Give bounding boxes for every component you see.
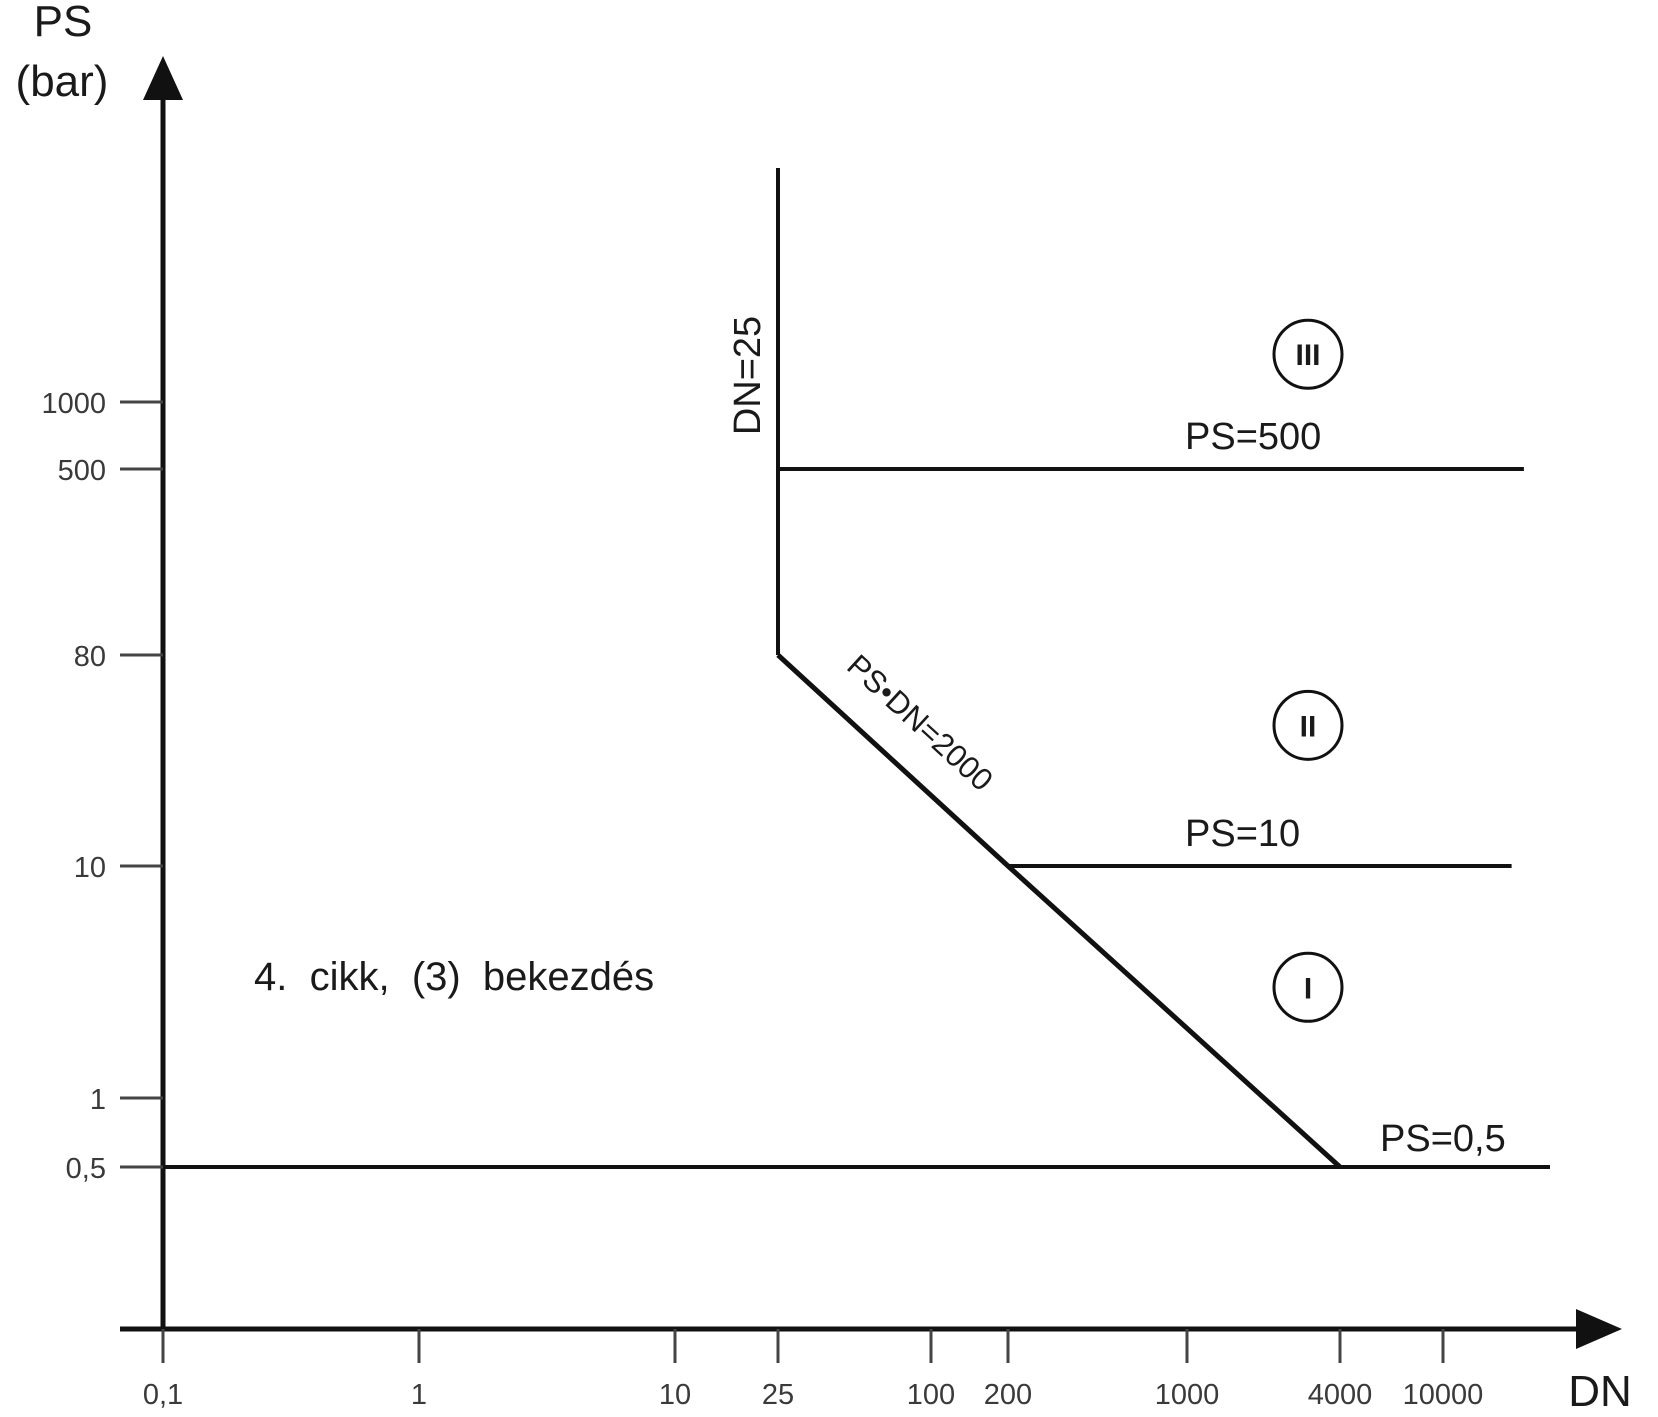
chart-labels: PS (bar) DN 4. cikk, (3) bekezdés bbox=[16, 0, 1632, 1416]
ps05-label: PS=0,5 bbox=[1380, 1118, 1506, 1160]
x-tick-label: 4000 bbox=[1308, 1379, 1373, 1411]
zone-label: I bbox=[1304, 972, 1312, 1005]
y-tick-label: 500 bbox=[58, 455, 106, 487]
zone-circle-icon bbox=[1272, 318, 1344, 390]
x-tick-label: 25 bbox=[762, 1379, 794, 1411]
series-labels: DN=25 PS•DN=2000 PS=500 PS=10 PS=0,5 bbox=[727, 316, 1506, 1160]
zone-label: II bbox=[1300, 710, 1317, 743]
x-axis-arrow-icon bbox=[1576, 1309, 1622, 1349]
y-axis-arrow-icon bbox=[143, 56, 183, 100]
x-tick-label: 200 bbox=[984, 1379, 1032, 1411]
article-note: 4. cikk, (3) bekezdés bbox=[254, 955, 654, 999]
x-tick-label: 100 bbox=[907, 1379, 955, 1411]
y-tick-label: 10 bbox=[74, 852, 106, 884]
category-boundaries bbox=[163, 168, 1550, 1169]
y-axis-title-line2: (bar) bbox=[16, 57, 109, 106]
zone-marker-i: I bbox=[1272, 951, 1344, 1023]
dn25-label: DN=25 bbox=[727, 316, 769, 435]
axis-ticks: 0,1 1 10 25 100 200 1000 4000 10000 0,5 1 10 80 500 10… bbox=[41, 388, 1483, 1411]
x-tick-label: 1 bbox=[411, 1379, 427, 1411]
y-axis-title-line1: PS bbox=[34, 0, 93, 46]
x-tick-label: 10 bbox=[659, 1379, 691, 1411]
zone-circle-icon bbox=[1272, 951, 1344, 1023]
x-tick-label: 0,1 bbox=[143, 1379, 183, 1411]
x-axis-title: DN bbox=[1568, 1367, 1632, 1416]
ps-dn-2000-label: PS•DN=2000 bbox=[840, 648, 999, 798]
y-tick-label: 1 bbox=[90, 1084, 106, 1116]
zone-marker-iii: III bbox=[1272, 318, 1344, 390]
ps-dn-2000-line bbox=[776, 653, 1342, 1169]
zone-marker-ii: II bbox=[1272, 689, 1344, 761]
x-tick-label: 10000 bbox=[1403, 1379, 1484, 1411]
zone-label: III bbox=[1295, 339, 1320, 372]
y-tick-label: 0,5 bbox=[66, 1153, 106, 1185]
zone-circle-icon bbox=[1272, 689, 1344, 761]
ps500-label: PS=500 bbox=[1185, 416, 1321, 458]
y-tick-label: 80 bbox=[74, 641, 106, 673]
ps10-label: PS=10 bbox=[1185, 813, 1300, 855]
axes bbox=[120, 56, 1622, 1349]
y-tick-label: 1000 bbox=[41, 388, 106, 420]
x-tick-label: 1000 bbox=[1155, 1379, 1220, 1411]
